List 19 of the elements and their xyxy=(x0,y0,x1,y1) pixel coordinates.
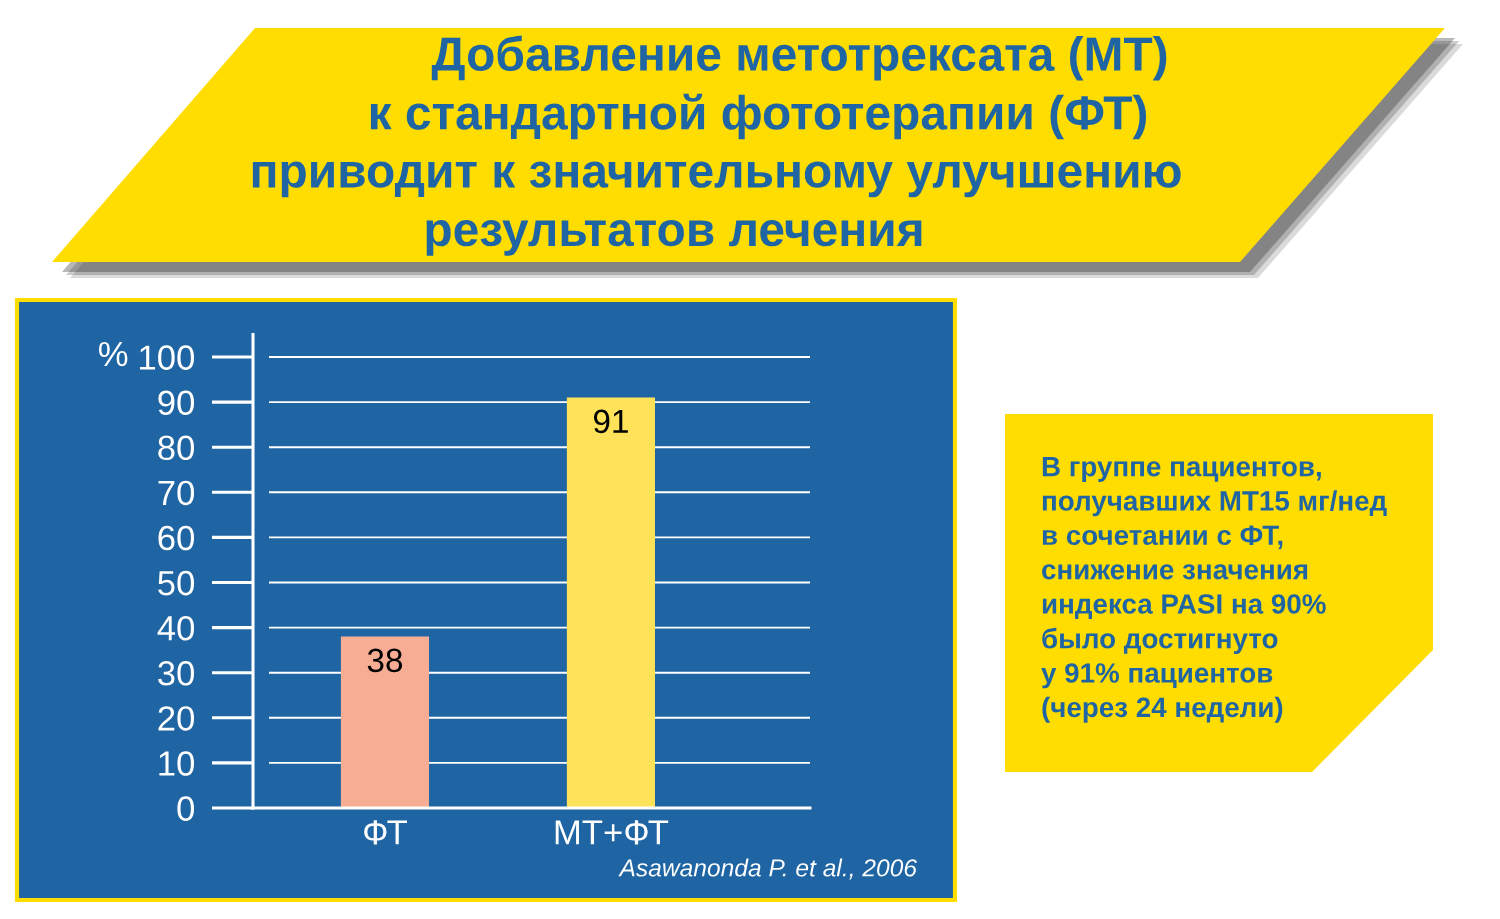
y-tick-label: 100 xyxy=(140,345,195,370)
x-tick-label: МТ+ФТ xyxy=(555,820,669,845)
x-tick-label: ФТ xyxy=(364,820,407,845)
y-tick-label: 10 xyxy=(159,751,195,776)
y-tick-label: 20 xyxy=(158,706,195,731)
y-axis-title: % xyxy=(98,341,128,367)
y-tick-label: 80 xyxy=(158,435,195,461)
y-tick-label: 90 xyxy=(158,390,195,416)
y-tick-label: 70 xyxy=(158,480,195,506)
y-tick-label: 30 xyxy=(158,661,195,686)
y-tick-label: 0 xyxy=(177,796,194,821)
data-label: 38 xyxy=(367,648,403,673)
y-tick-label: 50 xyxy=(158,570,195,596)
text: В группе пациентов, получавших МТ15 мг/нед в сочетании с ФТ, снижение значения индекса PASI на 90% было достигнуто у 91% пациентов (через 24 недели) xyxy=(1041,457,1387,723)
text: Asawanonda P. et al., 2006 xyxy=(618,858,918,880)
y-tick-label: 60 xyxy=(158,525,195,551)
data-label: 91 xyxy=(593,409,628,434)
y-tick-label: 40 xyxy=(157,615,195,641)
chart-title: Добавление метотрексата (МТ) к стандартной фототерапии (ФТ) приводит к значительному улучшению результатов лечения xyxy=(252,35,1181,256)
